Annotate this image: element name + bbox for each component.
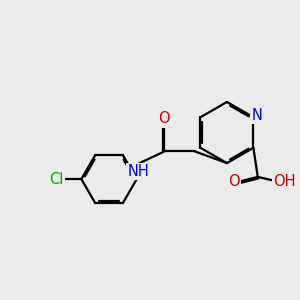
Text: NH: NH bbox=[127, 164, 149, 179]
Text: O: O bbox=[158, 111, 170, 126]
Text: OH: OH bbox=[274, 174, 296, 189]
Text: Cl: Cl bbox=[50, 172, 64, 187]
Text: N: N bbox=[251, 108, 262, 123]
Text: O: O bbox=[228, 174, 240, 189]
